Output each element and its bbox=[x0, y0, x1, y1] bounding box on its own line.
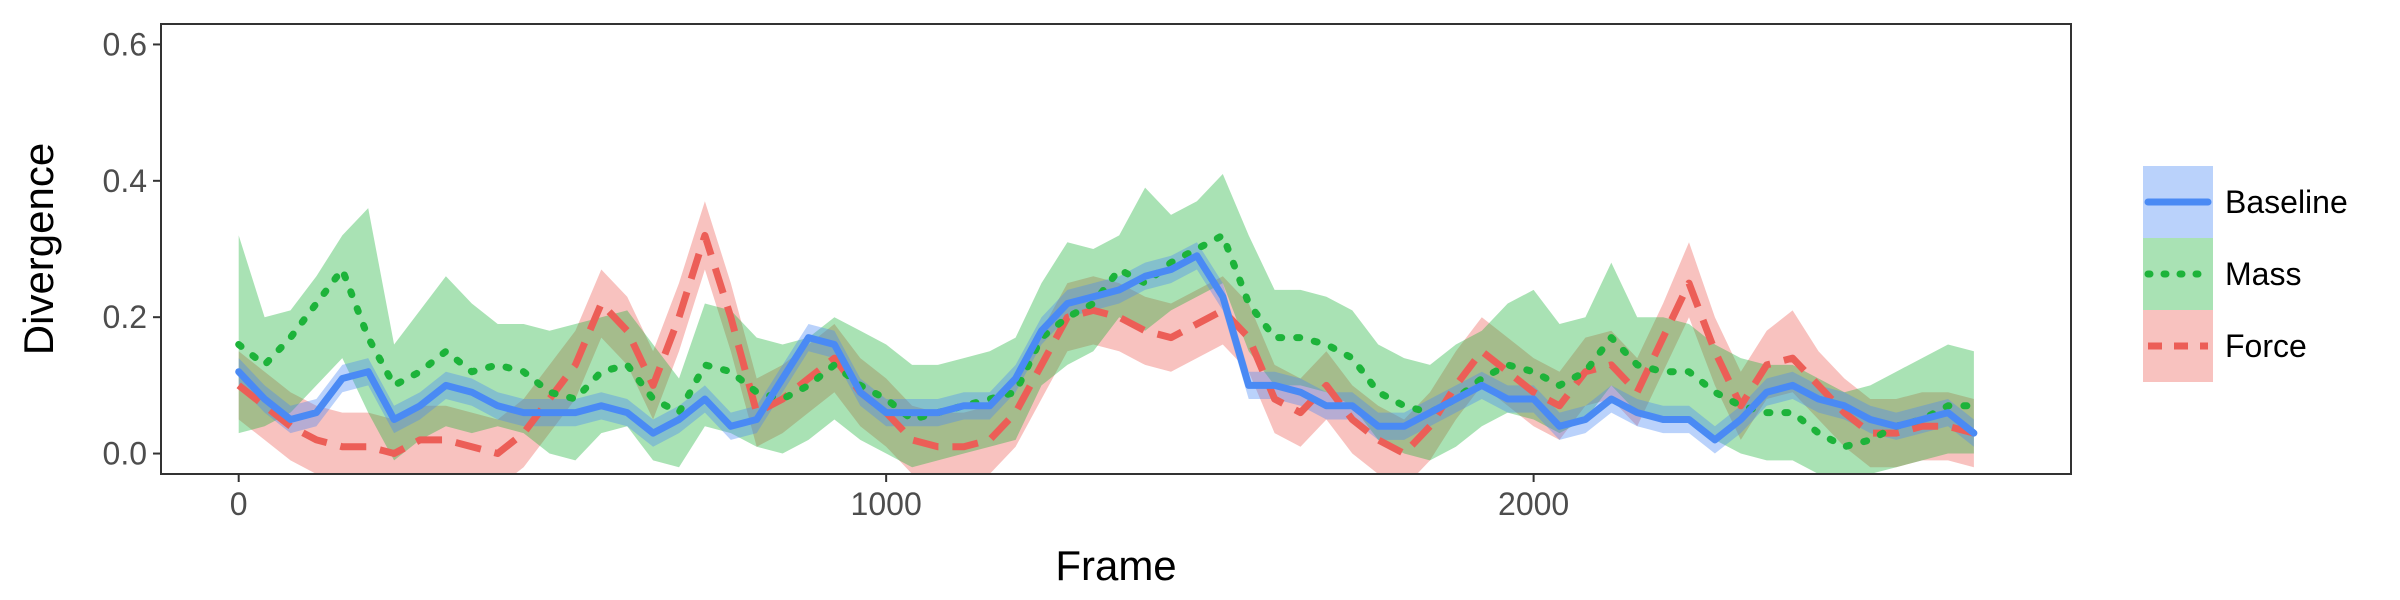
y-tick-label: 0.6 bbox=[103, 26, 147, 62]
legend-label-force: Force bbox=[2225, 328, 2307, 364]
force-series-line bbox=[236, 231, 1975, 457]
mass-series-line bbox=[235, 231, 1978, 451]
legend-item-baseline: Baseline bbox=[2143, 166, 2348, 238]
legend-item-mass: Mass bbox=[2143, 238, 2301, 310]
mass-confidence-band bbox=[238, 174, 1974, 474]
legend-item-force: Force bbox=[2143, 310, 2307, 382]
baseline-confidence-band bbox=[238, 242, 1974, 454]
x-tick-label: 1000 bbox=[851, 486, 922, 522]
panel-border bbox=[160, 23, 2072, 475]
legend: Baseline Mass Force bbox=[2143, 166, 2348, 382]
y-tick-label: 0.4 bbox=[103, 163, 147, 199]
x-tick-label: 2000 bbox=[1498, 486, 1569, 522]
legend-label-baseline: Baseline bbox=[2225, 184, 2348, 220]
y-tick-label: 0.2 bbox=[103, 299, 147, 335]
legend-label-mass: Mass bbox=[2225, 256, 2301, 292]
baseline-series-line bbox=[235, 252, 1978, 444]
x-tick-label: 0 bbox=[230, 486, 248, 522]
y-tick-label: 0.0 bbox=[103, 436, 147, 472]
axes: 0 1000 2000 0.0 0.2 0.4 0.6 bbox=[103, 26, 1570, 522]
plot-area bbox=[235, 174, 1978, 474]
y-axis-title: Divergence bbox=[15, 143, 62, 355]
x-axis-title: Frame bbox=[1055, 542, 1176, 589]
